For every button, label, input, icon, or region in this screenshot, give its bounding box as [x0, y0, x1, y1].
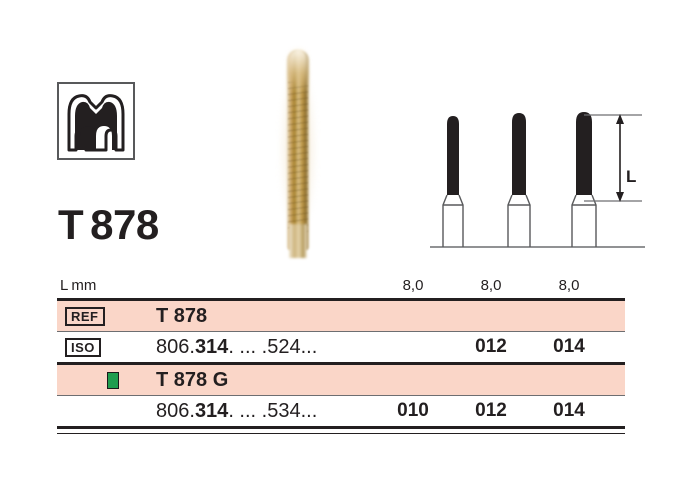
bur-photo-grit-texture — [288, 82, 308, 232]
length-value-1: 8,0 — [402, 276, 424, 294]
iso-size-3: 014 — [553, 336, 585, 357]
title-number: 878 — [90, 201, 159, 248]
table-bottom-rule — [57, 426, 625, 434]
bur-photo-tip — [288, 48, 308, 94]
bur-schematic-014 — [571, 112, 597, 247]
molar-crown-preparation-icon — [59, 84, 133, 158]
bur-photo-shank — [289, 224, 307, 258]
table-rule-2 — [57, 362, 625, 365]
diamond-bur-photo — [272, 38, 324, 260]
title-prefix: T — [58, 201, 84, 248]
iso-part-dots: . ... . — [228, 335, 268, 358]
iso2-part-prefix: 806. — [156, 399, 195, 422]
table-row: T 878 G — [57, 365, 625, 395]
iso2-size-1: 010 — [397, 400, 429, 421]
page-title: T 878 — [58, 204, 159, 246]
length-dimension-indicator — [584, 114, 642, 202]
length-value-3: 8,0 — [558, 276, 580, 294]
iso2-part-suffix: ... — [300, 399, 318, 422]
iso-code-524: 806.314. ... .524... — [119, 336, 374, 359]
length-unit: mm — [71, 276, 97, 294]
iso-part-shape: 524 — [267, 335, 301, 358]
table-row: REF T 878 — [57, 301, 625, 331]
length-symbol: L — [60, 276, 69, 294]
iso-part-shank: 314 — [194, 335, 229, 358]
length-value-2: 8,0 — [480, 276, 502, 294]
table-top-rule — [57, 298, 625, 301]
iso2-part-shank: 314 — [194, 399, 229, 422]
bur-photo-body — [287, 50, 309, 250]
iso-part-prefix: 806. — [156, 335, 195, 358]
table-rule-1 — [57, 331, 625, 332]
iso2-size-3: 014 — [553, 400, 585, 421]
iso2-part-shape: 534 — [267, 399, 301, 422]
grit-product-code: T 878 G — [156, 368, 229, 391]
grit-color-swatch — [107, 371, 119, 389]
ref-badge-cell: REF — [57, 306, 119, 326]
bur-schematic-010 — [442, 116, 464, 247]
bur-schematic-group: L — [430, 112, 645, 260]
ref-badge: REF — [65, 306, 105, 326]
iso-badge-cell: ISO — [57, 337, 119, 357]
table-row: 806.314. ... .534... 010 012 014 — [57, 396, 625, 426]
iso2-part-dots: . ... . — [228, 399, 268, 422]
length-dimension-label: L — [626, 167, 637, 186]
grit-swatch-cell — [57, 371, 119, 389]
iso-part-suffix: ... — [300, 335, 318, 358]
bur-schematic-012 — [507, 113, 531, 247]
table-rule-3 — [57, 395, 625, 396]
indication-icon-box — [57, 82, 135, 160]
iso-badge: ISO — [65, 337, 101, 357]
iso-size-2: 012 — [475, 336, 507, 357]
table-row: ISO 806.314. ... .524... 012 014 — [57, 332, 625, 362]
iso2-size-2: 012 — [475, 400, 507, 421]
ref-product-code: T 878 — [156, 304, 208, 327]
iso-code-534: 806.314. ... .534... — [119, 400, 374, 423]
